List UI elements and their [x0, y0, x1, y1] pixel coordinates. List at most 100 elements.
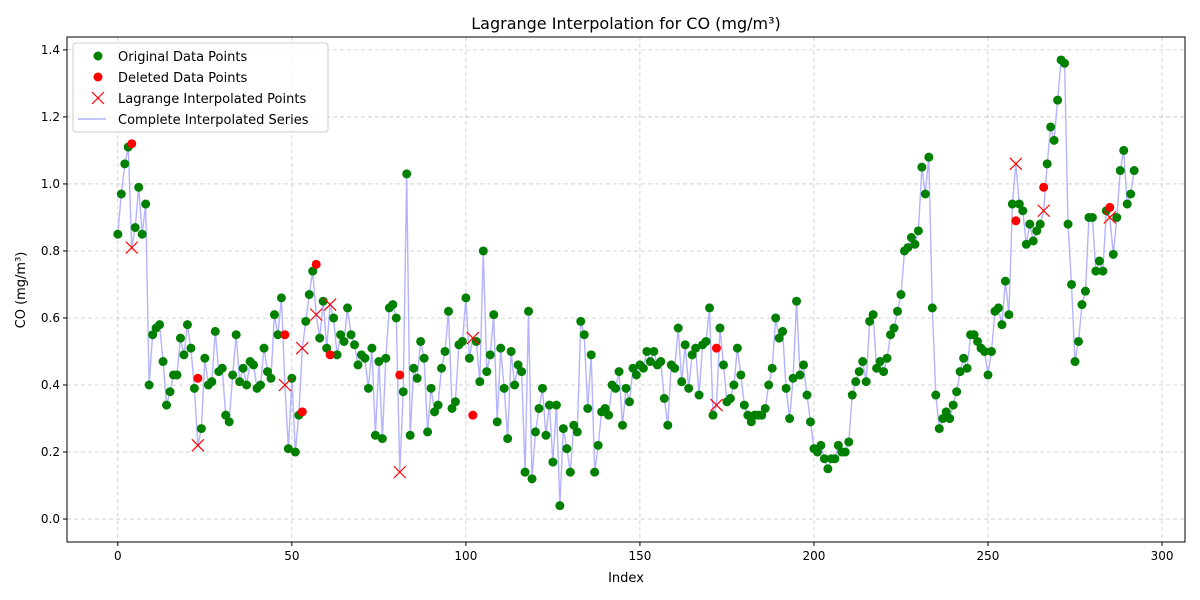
original-data-point: [1063, 219, 1073, 229]
original-data-point: [416, 336, 426, 346]
original-data-point: [148, 330, 158, 340]
original-data-point: [743, 410, 753, 420]
original-data-point: [544, 400, 554, 410]
deleted-data-point: [311, 259, 321, 269]
original-data-point: [315, 333, 325, 343]
original-data-point: [1067, 279, 1077, 289]
plot-area-frame: [66, 36, 1186, 543]
x-tick-label: 200: [803, 549, 826, 563]
legend-deleted-marker: [93, 72, 103, 82]
x-marker-stroke: [466, 331, 480, 345]
original-data-point: [718, 360, 728, 370]
original-data-point: [816, 440, 826, 450]
lagrange-interpolated-point: [393, 465, 407, 479]
original-data-point: [694, 390, 704, 400]
original-data-point: [301, 316, 311, 326]
original-data-point: [983, 370, 993, 380]
original-data-point: [336, 330, 346, 340]
original-data-point: [642, 346, 652, 356]
original-data-point: [833, 440, 843, 450]
original-data-point: [179, 350, 189, 360]
y-tick-label: 0.2: [41, 445, 60, 459]
original-data-point: [799, 360, 809, 370]
original-data-point: [162, 400, 172, 410]
original-data-point: [572, 427, 582, 437]
original-data-point: [590, 467, 600, 477]
original-data-point: [680, 340, 690, 350]
original-data-point: [419, 353, 429, 363]
original-data-point: [537, 383, 547, 393]
original-data-point: [1004, 310, 1014, 320]
x-marker-stroke: [1103, 211, 1117, 224]
original-data-point: [1046, 122, 1056, 132]
original-data-point: [276, 293, 286, 303]
deleted-data-point: [711, 343, 721, 353]
deleted-data-point: [127, 139, 137, 149]
original-data-point: [377, 434, 387, 444]
original-data-point: [322, 343, 332, 353]
x-tick-label: 0: [114, 549, 122, 563]
x-marker-stroke: [295, 341, 309, 355]
original-data-point: [569, 420, 579, 430]
original-data-point: [492, 417, 502, 427]
original-data-point: [795, 370, 805, 380]
original-data-point: [649, 346, 659, 356]
y-axis-ticks: 0.0 0.2 0.4 0.6 0.8 1.0 1.2 1.4: [41, 43, 67, 526]
original-data-point: [955, 367, 965, 377]
original-data-point: [830, 454, 840, 464]
original-data-point: [882, 353, 892, 363]
lagrange-interpolated-point: [466, 331, 480, 345]
original-data-point: [962, 363, 972, 373]
original-data-point: [997, 320, 1007, 330]
original-data-point: [520, 467, 530, 477]
original-data-point: [318, 296, 328, 306]
original-data-point: [604, 410, 614, 420]
x-axis-label: Index: [608, 571, 644, 586]
original-data-point: [924, 152, 934, 162]
original-data-point: [980, 346, 990, 356]
original-data-point: [412, 373, 422, 383]
original-data-point: [304, 290, 314, 300]
original-data-point: [579, 330, 589, 340]
original-data-point: [673, 323, 683, 333]
original-data-point: [934, 424, 944, 434]
original-data-point: [868, 310, 878, 320]
original-data-point: [1021, 239, 1031, 249]
original-data-point: [1112, 212, 1122, 222]
x-tick-label: 150: [628, 549, 651, 563]
deleted-points-layer: [127, 139, 1115, 420]
original-data-point: [189, 383, 199, 393]
x-marker-stroke: [278, 378, 292, 392]
original-data-point: [920, 189, 930, 199]
original-data-point: [705, 303, 715, 313]
original-data-point: [631, 370, 641, 380]
original-data-point: [450, 397, 460, 407]
original-data-point: [141, 199, 151, 209]
legend-box: [72, 42, 329, 133]
original-data-point: [489, 310, 499, 320]
original-data-point: [367, 343, 377, 353]
y-tick-label: 0.8: [41, 244, 60, 258]
original-data-point: [1060, 58, 1070, 68]
original-data-point: [242, 380, 252, 390]
original-data-point: [506, 346, 516, 356]
original-data-point: [1080, 286, 1090, 296]
original-data-point: [231, 330, 241, 340]
original-data-point: [1091, 266, 1101, 276]
original-data-point: [812, 447, 822, 457]
original-data-point: [534, 403, 544, 413]
lagrange-interpolated-point: [710, 398, 723, 412]
original-data-point: [1053, 95, 1063, 105]
original-data-point: [353, 360, 363, 370]
original-data-point: [886, 330, 896, 340]
y-tick-label: 0.0: [41, 512, 60, 526]
original-data-point: [430, 407, 440, 417]
original-data-point: [405, 430, 415, 440]
original-data-point: [273, 330, 283, 340]
legend-deleted-label: Deleted Data Points: [118, 71, 248, 86]
original-data-point: [155, 320, 165, 330]
original-data-point: [823, 464, 833, 474]
original-data-point: [499, 383, 509, 393]
original-data-point: [624, 397, 634, 407]
original-data-point: [551, 400, 561, 410]
